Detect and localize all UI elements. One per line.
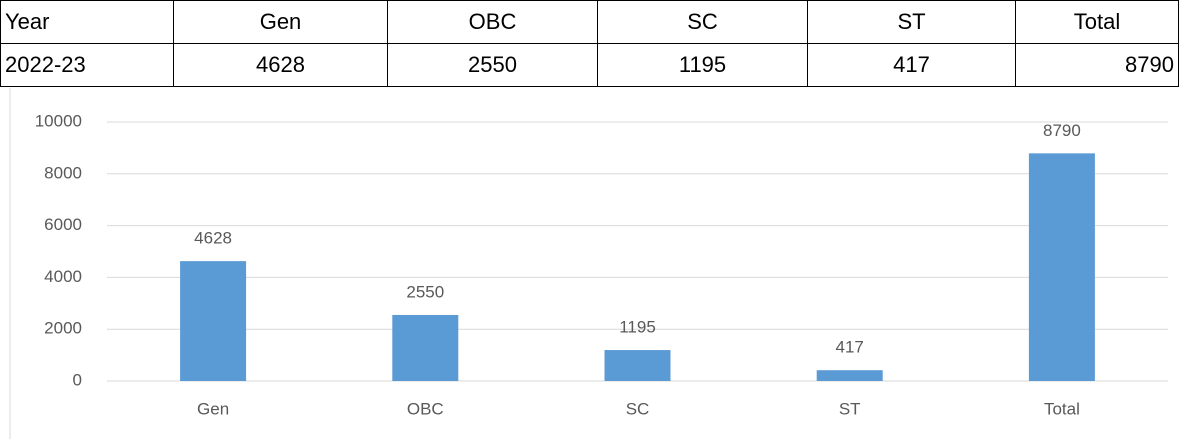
data-cell: 2550: [387, 43, 598, 87]
y-tick-label: 2000: [44, 319, 82, 338]
x-tick-label: SC: [626, 399, 650, 418]
bar: [604, 350, 671, 381]
x-tick-label: Gen: [197, 399, 229, 418]
bar: [180, 261, 247, 381]
bar: [1028, 153, 1095, 381]
x-tick-label: ST: [839, 399, 861, 418]
data-cell: 8790: [1015, 43, 1179, 87]
data-cell: 4628: [173, 43, 388, 87]
data-table: Year Gen OBC SC ST Total 2022-23 4628 2550 1195 4…: [0, 0, 1179, 87]
y-tick-label: 0: [73, 370, 82, 389]
y-tick-label: 8000: [44, 163, 82, 182]
data-row: 2022-23 4628 2550 1195 417 8790: [0, 43, 1179, 87]
x-tick-label: OBC: [407, 399, 444, 418]
data-label: 2550: [406, 282, 444, 301]
header-cell: OBC: [387, 0, 598, 44]
header-cell: Year: [0, 0, 174, 44]
y-tick-label: 10000: [35, 111, 82, 130]
data-label: 1195: [619, 318, 656, 337]
header-cell: Total: [1015, 0, 1179, 44]
data-cell: 1195: [597, 43, 808, 87]
data-label: 8790: [1043, 121, 1081, 140]
bar: [816, 370, 883, 381]
y-tick-label: 4000: [44, 267, 82, 286]
bar: [392, 314, 459, 381]
header-cell: Gen: [173, 0, 388, 44]
y-tick-label: 6000: [44, 215, 82, 234]
data-label: 417: [836, 338, 864, 357]
data-cell: 417: [807, 43, 1016, 87]
data-label: 4628: [194, 229, 232, 248]
x-tick-label: Total: [1044, 399, 1080, 418]
data-cell: 2022-23: [0, 43, 174, 87]
